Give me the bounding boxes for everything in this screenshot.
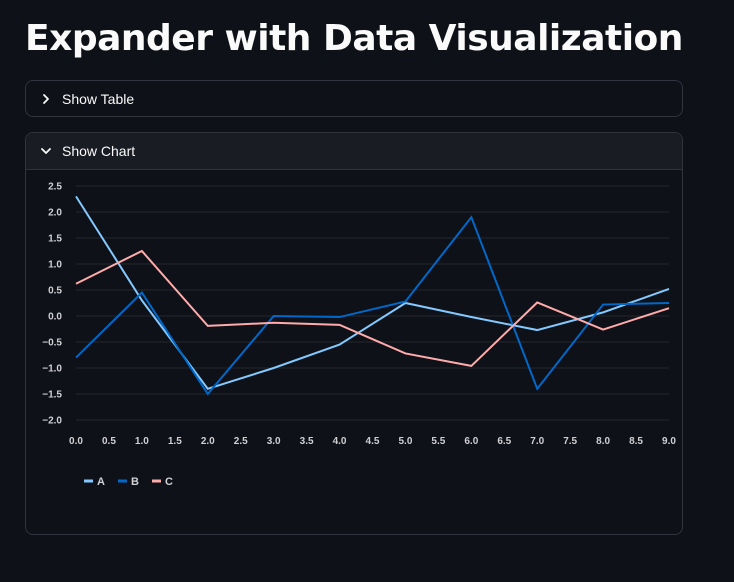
legend-label-b: B <box>131 476 139 488</box>
x-tick-label: 1.5 <box>168 436 182 447</box>
legend-label-a: A <box>97 476 105 488</box>
series-line-b <box>75 215 670 396</box>
expander-show-table[interactable]: Show Table <box>25 80 683 117</box>
series-line-a <box>75 195 670 390</box>
x-tick-label: 7.5 <box>563 436 577 447</box>
x-tick-label: 9.0 <box>662 436 676 447</box>
y-tick-label: −0.5 <box>42 338 62 349</box>
x-tick-label: 5.0 <box>398 436 412 447</box>
expander-show-chart[interactable]: Show Chart 2.5 2.0 1.5 1.0 0.5 0.0 −0.5 −1.0 −1.… <box>25 132 683 535</box>
chevron-down-icon <box>40 145 52 157</box>
y-tick-label: −2.0 <box>42 416 62 427</box>
expander-label: Show Table <box>62 91 135 107</box>
x-tick-label: 0.0 <box>69 436 83 447</box>
x-tick-label: 6.5 <box>497 436 511 447</box>
x-tick-label: 2.5 <box>234 436 248 447</box>
x-tick-label: 1.0 <box>135 436 149 447</box>
legend-label-c: C <box>165 476 173 488</box>
page-title: Expander with Data Visualization <box>25 18 683 59</box>
chevron-right-icon <box>40 93 52 105</box>
x-tick-label: 3.5 <box>300 436 314 447</box>
x-tick-label: 4.0 <box>333 436 347 447</box>
line-chart-svg: 2.5 2.0 1.5 1.0 0.5 0.0 −0.5 −1.0 −1.5 −2.0 0.0 0.5… <box>42 182 676 489</box>
x-tick-label: 7.0 <box>530 436 544 447</box>
x-tick-label: 0.5 <box>102 436 116 447</box>
y-tick-label: 0.0 <box>48 312 62 323</box>
expander-header-show-table[interactable]: Show Table <box>26 81 682 117</box>
y-tick-label: 1.5 <box>48 234 62 245</box>
y-tick-label: −1.0 <box>42 364 62 375</box>
x-tick-label: 8.0 <box>596 436 610 447</box>
y-tick-label: 0.5 <box>48 286 62 297</box>
expander-label: Show Chart <box>62 143 136 159</box>
x-tick-label: 2.0 <box>201 436 215 447</box>
x-tick-label: 6.0 <box>464 436 478 447</box>
y-tick-label: 2.0 <box>48 208 62 219</box>
x-tick-label: 4.5 <box>366 436 380 447</box>
x-tick-label: 8.5 <box>629 436 643 447</box>
x-tick-label: 5.5 <box>431 436 445 447</box>
expander-header-show-chart[interactable]: Show Chart <box>26 133 682 170</box>
line-chart: 2.5 2.0 1.5 1.0 0.5 0.0 −0.5 −1.0 −1.5 −2.0 0.0 0.5… <box>26 170 682 534</box>
x-tick-label: 3.0 <box>267 436 281 447</box>
series-line-c <box>75 249 670 367</box>
y-tick-label: −1.5 <box>42 390 62 401</box>
y-tick-label: 1.0 <box>48 260 62 271</box>
y-tick-label: 2.5 <box>48 182 62 193</box>
